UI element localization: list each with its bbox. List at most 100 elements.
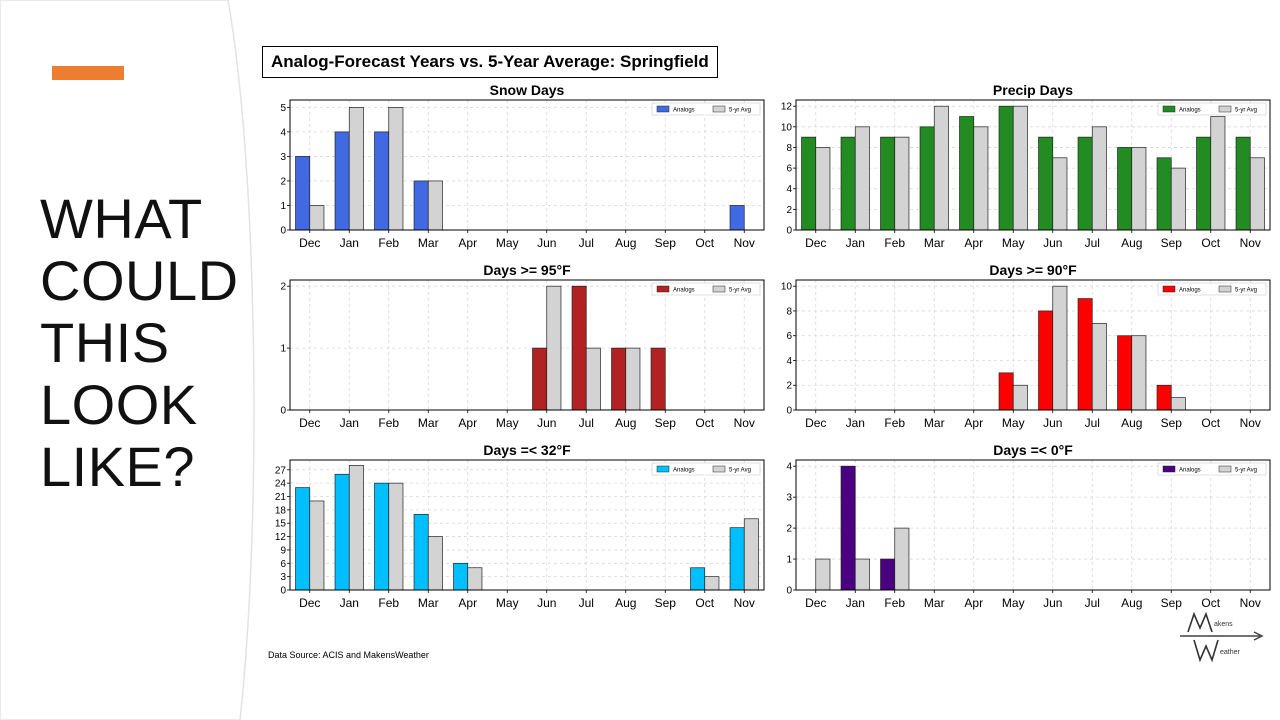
y-tick-label: 24 bbox=[275, 479, 287, 490]
y-tick-label: 3 bbox=[280, 152, 286, 163]
y-tick-label: 21 bbox=[275, 492, 287, 503]
legend-swatch bbox=[656, 465, 670, 473]
y-tick-label: 10 bbox=[781, 122, 793, 133]
bar bbox=[840, 136, 856, 231]
bar bbox=[546, 285, 562, 411]
bar bbox=[1091, 322, 1107, 411]
legend: Analogs 5-yr Avg bbox=[651, 282, 761, 296]
y-tick-label: 1 bbox=[280, 201, 286, 212]
x-tick-label: Mar bbox=[418, 236, 439, 250]
bar bbox=[467, 567, 483, 591]
bar bbox=[815, 147, 831, 231]
bar bbox=[650, 347, 666, 411]
y-tick-label: 2 bbox=[786, 205, 792, 216]
bar bbox=[1156, 157, 1172, 231]
x-tick-label: Oct bbox=[1201, 596, 1220, 610]
x-tick-label: Jul bbox=[1085, 236, 1100, 250]
bar bbox=[388, 107, 404, 231]
bar bbox=[453, 562, 469, 591]
x-tick-label: Jul bbox=[1085, 416, 1100, 430]
legend-swatch bbox=[712, 285, 726, 293]
y-tick-label: 10 bbox=[781, 282, 793, 293]
legend-swatch bbox=[1218, 465, 1232, 473]
chart-title: Days =< 32°F bbox=[483, 442, 571, 458]
x-tick-label: Sep bbox=[655, 596, 677, 610]
legend-swatch bbox=[1162, 285, 1176, 293]
x-tick-label: Oct bbox=[1201, 416, 1220, 430]
bar bbox=[919, 126, 935, 231]
bar bbox=[998, 372, 1014, 411]
x-tick-label: Aug bbox=[615, 596, 636, 610]
series-5yr-avg bbox=[815, 527, 910, 591]
bar bbox=[1249, 157, 1265, 231]
x-tick-label: Mar bbox=[418, 596, 439, 610]
bar bbox=[427, 180, 443, 231]
y-tick-label: 0 bbox=[280, 586, 286, 597]
y-tick-label: 3 bbox=[280, 572, 286, 583]
bar bbox=[1091, 126, 1107, 231]
bar bbox=[1156, 384, 1172, 411]
plot-frame bbox=[289, 279, 765, 411]
x-tick-label: Dec bbox=[299, 416, 320, 430]
x-tick-label: Aug bbox=[615, 416, 636, 430]
x-tick-label: Mar bbox=[418, 416, 439, 430]
bar bbox=[585, 347, 601, 411]
x-tick-label: Dec bbox=[805, 416, 826, 430]
logo-text-top: akens bbox=[1214, 621, 1233, 628]
gridlines bbox=[290, 280, 764, 411]
x-tick-label: Jul bbox=[579, 416, 594, 430]
legend: Analogs 5-yr Avg bbox=[1157, 462, 1267, 476]
bar bbox=[729, 205, 745, 231]
legend-swatch bbox=[1218, 285, 1232, 293]
legend-box bbox=[651, 462, 761, 476]
y-tick-label: 18 bbox=[275, 505, 287, 516]
legend-swatch bbox=[1162, 465, 1176, 473]
bar bbox=[1131, 147, 1147, 231]
y-tick-label: 0 bbox=[280, 226, 286, 237]
x-tick-label: May bbox=[496, 236, 519, 250]
x-tick-label: Apr bbox=[458, 416, 477, 430]
bar bbox=[894, 527, 910, 591]
bar bbox=[1117, 147, 1133, 231]
x-tick-label: Oct bbox=[1201, 236, 1220, 250]
bar bbox=[1052, 285, 1068, 411]
bar bbox=[1210, 116, 1226, 231]
x-tick-label: Feb bbox=[378, 236, 399, 250]
bar bbox=[894, 136, 910, 231]
x-tick-label: Feb bbox=[884, 596, 905, 610]
legend-swatch bbox=[1218, 105, 1232, 113]
main-title: Analog-Forecast Years vs. 5-Year Average… bbox=[262, 46, 718, 78]
series-5yr-avg bbox=[309, 464, 759, 591]
y-tick-label: 9 bbox=[280, 545, 286, 556]
y-tick-label: 12 bbox=[781, 102, 793, 113]
legend-label: 5-yr Avg bbox=[1235, 108, 1257, 114]
x-tick-label: Dec bbox=[805, 596, 826, 610]
x-tick-label: May bbox=[1002, 596, 1025, 610]
legend-swatch bbox=[1162, 105, 1176, 113]
y-tick-label: 27 bbox=[275, 465, 287, 476]
y-tick-label: 8 bbox=[786, 143, 792, 154]
legend-box bbox=[651, 102, 761, 116]
x-tick-label: Nov bbox=[1240, 596, 1261, 610]
x-tick-label: Feb bbox=[884, 416, 905, 430]
bar bbox=[309, 205, 325, 231]
x-tick-label: Jan bbox=[846, 596, 865, 610]
y-tick-label: 4 bbox=[786, 462, 792, 473]
bar bbox=[729, 527, 745, 591]
y-tick-label: 0 bbox=[786, 226, 792, 237]
y-tick-label: 6 bbox=[786, 331, 792, 342]
legend-box bbox=[651, 282, 761, 296]
x-tick-label: May bbox=[1002, 236, 1025, 250]
bar bbox=[1117, 335, 1133, 411]
chart-title: Days >= 95°F bbox=[483, 262, 571, 278]
y-tick-label: 6 bbox=[786, 164, 792, 175]
legend-label: Analogs bbox=[1179, 468, 1201, 474]
bar bbox=[348, 464, 364, 591]
x-tick-label: Aug bbox=[1121, 236, 1142, 250]
bar bbox=[1077, 298, 1093, 411]
bar bbox=[374, 131, 390, 231]
bar bbox=[1052, 157, 1068, 231]
x-tick-label: Jun bbox=[1043, 596, 1062, 610]
x-tick-label: May bbox=[496, 416, 519, 430]
gridlines bbox=[796, 280, 1270, 411]
